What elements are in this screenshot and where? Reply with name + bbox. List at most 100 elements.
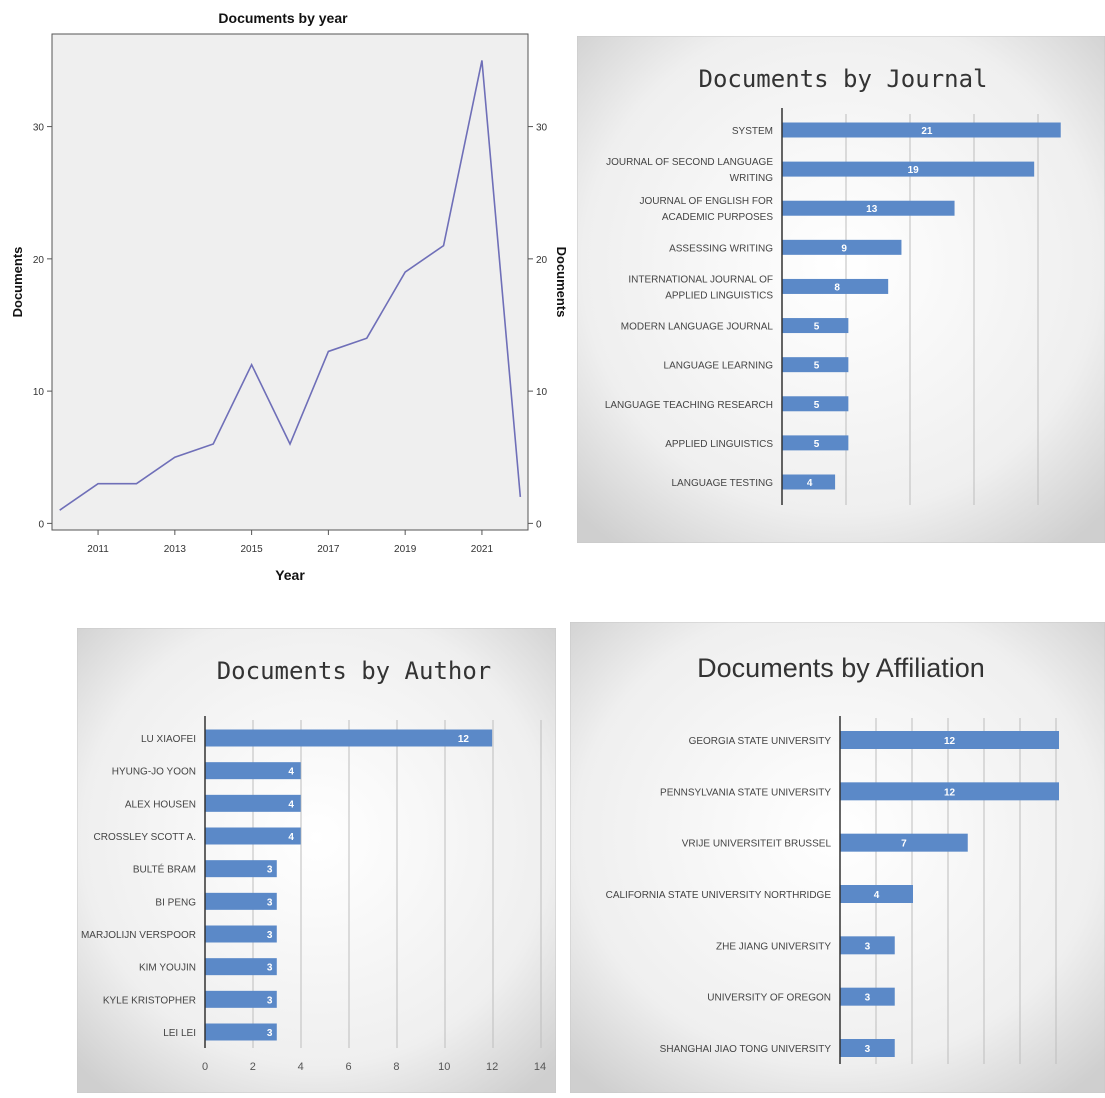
bars: 12 GEORGIA STATE UNIVERSITY 12 PENNSYLVANIA… [606,731,1059,1057]
data-label: 4 [288,799,294,810]
x-tick-label: 10 [438,1061,450,1073]
x-tick-label: 8 [393,1061,399,1073]
category-label: CALIFORNIA STATE UNIVERSITY NORTHRIDGE [606,890,832,901]
bar [840,833,968,852]
data-label: 5 [814,439,820,450]
bar [782,474,836,490]
bar [782,200,955,216]
bars: 12 LU XIAOFEI 4 HYUNG-JO YOON 4 ALEX HOUSEN 4 C… [81,729,493,1041]
category-label: GEORGIA STATE UNIVERSITY [689,736,832,747]
x-tick-label: 2 [250,1061,256,1073]
x-tick-label: 12 [486,1061,498,1073]
data-label: 3 [267,897,273,908]
data-label: 19 [908,165,920,176]
bar [205,794,301,812]
x-tick-label: 2011 [87,544,109,555]
bar [840,987,895,1006]
category-label: MODERN LANGUAGE JOURNAL [621,322,774,333]
data-label: 3 [267,930,273,941]
category-label: CROSSLEY SCOTT A. [94,832,196,843]
category-label: ASSESSING WRITING [669,243,773,254]
bar [782,435,849,451]
y-axis-label-right: Documents [554,247,569,318]
data-label: 3 [865,1044,871,1055]
category-label: WRITING [730,173,774,184]
bar [840,782,1059,801]
data-label: 9 [841,243,847,254]
bar [205,925,277,943]
category-label: MARJOLIJN VERSPOOR [81,930,196,941]
data-label: 12 [944,787,956,798]
x-tick-label: 14 [534,1061,546,1073]
bar [205,860,277,878]
bar [205,762,301,780]
y-tick-label: 0 [38,519,44,530]
data-label: 3 [267,995,273,1006]
author-chart-panel: Documents by Author 12 LU XIAOFEI 4 HYUNG-J… [76,627,557,1094]
x-tick-label: 2013 [164,544,187,555]
category-label: JOURNAL OF ENGLISH FOR [639,196,773,207]
chart-background [569,621,1105,1094]
category-label: INTERNATIONAL JOURNAL OF [628,274,773,285]
category-label: BULTÉ BRAM [133,863,196,876]
data-label: 5 [814,400,820,411]
category-label: VRIJE UNIVERSITEIT BRUSSEL [682,839,832,850]
chart-title: Documents by year [218,10,348,26]
data-label: 7 [901,839,907,850]
bar [782,318,849,334]
bar [782,122,1061,138]
bar [782,161,1035,177]
category-label: SHANGHAI JIAO TONG UNIVERSITY [660,1044,832,1055]
bar [782,239,902,255]
data-label: 12 [458,734,470,745]
y-axis-label: Documents [10,247,25,318]
data-label: 21 [921,126,933,137]
series-line [59,60,522,511]
chart-title: Documents by Author [217,657,492,685]
journal-bar-chart: Documents by Journal 21 SYSTEM 19 JOURNAL O… [576,35,1105,544]
data-label: 4 [288,832,294,843]
bar [840,731,1059,749]
category-label: UNIVERSITY OF OREGON [707,993,831,1004]
x-tick-label: 0 [202,1061,208,1073]
x-axis-label: Year [275,567,305,583]
category-label: LANGUAGE LEARNING [664,361,774,372]
bar [782,357,849,373]
category-label: LANGUAGE TESTING [671,478,773,489]
data-label: 5 [814,361,820,372]
category-label: KYLE KRISTOPHER [103,995,196,1006]
category-label: SYSTEM [732,126,773,137]
bar [782,396,849,412]
plot-area [51,33,529,531]
bar [205,1023,277,1041]
y-tick-label: 20 [33,255,45,266]
affiliation-chart-panel: Documents by Affiliation 12 GEORGIA STATE… [569,621,1105,1094]
data-label: 12 [944,736,956,747]
x-tick-label: 4 [298,1061,304,1073]
author-bar-chart: Documents by Author 12 LU XIAOFEI 4 HYUNG-J… [76,627,557,1094]
x-tick-labels: 0 2 4 6 8 10 12 14 [202,1061,546,1073]
x-tick-label: 6 [346,1061,352,1073]
bar [782,278,889,294]
data-label: 4 [288,767,294,778]
data-label: 3 [267,865,273,876]
y-tick-label-right: 30 [536,123,548,134]
journal-chart-panel: Documents by Journal 21 SYSTEM 19 JOURNAL O… [576,35,1105,544]
bar [840,885,913,903]
category-label: APPLIED LINGUISTICS [665,290,773,301]
x-tick-label: 2019 [394,544,417,555]
x-tick-label: 2017 [317,544,340,555]
data-label: 3 [865,941,871,952]
data-label: 8 [834,282,840,293]
category-label: LEI LEI [163,1028,196,1039]
category-label: JOURNAL OF SECOND LANGUAGE [606,157,773,168]
bar [205,827,301,845]
bar [205,990,277,1008]
category-label: ALEX HOUSEN [125,799,196,810]
bar [205,958,277,976]
affiliation-bar-chart: Documents by Affiliation 12 GEORGIA STATE… [569,621,1105,1094]
bar [840,1039,895,1057]
data-label: 3 [865,993,871,1004]
data-label: 3 [267,1028,273,1039]
category-label: BI PENG [155,897,196,908]
